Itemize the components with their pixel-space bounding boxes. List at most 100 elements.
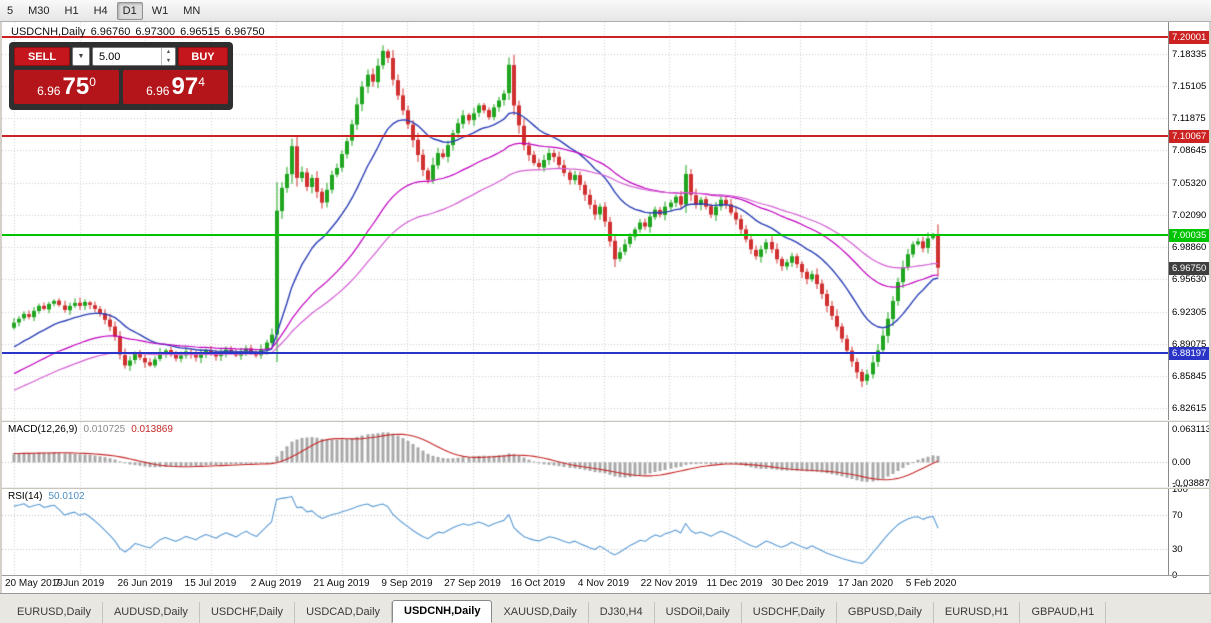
date-label: 11 Dec 2019 [706, 578, 763, 589]
volume-step-down-icon[interactable]: ▼ [165, 57, 172, 64]
one-click-trade-widget: SELL ▼ 5.00 ▲ ▼ BUY 6.96 75 0 [9, 42, 233, 110]
price-axis-label: 7.15105 [1172, 80, 1207, 92]
price-tag-7-10067: 7.10067 [1169, 129, 1209, 143]
tab-usdcad-daily-3[interactable]: USDCAD,Daily [295, 602, 393, 623]
ohlc-header: USDCNH,Daily 6.96760 6.97300 6.96515 6.96750 [11, 26, 270, 38]
rsi-axis-label: 70 [1172, 509, 1183, 521]
timeframe-button-5[interactable]: 5 [7, 4, 14, 17]
tab-usdcnh-daily-4[interactable]: USDCNH,Daily [392, 600, 493, 623]
macd-indicator-canvas[interactable] [2, 422, 1168, 487]
volume-dropdown[interactable]: ▼ [72, 47, 90, 66]
date-label: 7 Jun 2019 [54, 578, 105, 589]
price-axis-label: 6.89075 [1172, 338, 1207, 350]
sell-price-display: 6.96 75 0 [14, 70, 119, 104]
timeframe-button-h1[interactable]: H1 [64, 4, 79, 17]
horizontal-line-7-20001[interactable] [2, 35, 1168, 38]
date-label: 17 Jan 2020 [837, 578, 894, 589]
timeframe-button-h4[interactable]: H4 [93, 4, 108, 17]
price-axis-label: 7.11875 [1172, 112, 1206, 124]
tab-dj30-h4-6[interactable]: DJ30,H4 [589, 602, 655, 623]
chart-tabs-bar: EURUSD,Daily AUDUSD,Daily USDCHF,Daily USDC… [0, 593, 1211, 623]
chevron-down-icon: ▼ [77, 53, 85, 60]
symbol-label: USDCNH,Daily [11, 26, 86, 38]
price-axis-label: 6.85845 [1172, 370, 1207, 382]
date-label: 27 Sep 2019 [444, 578, 501, 589]
price-axis-label: 6.95630 [1172, 273, 1207, 285]
price-axis-label: 7.05320 [1172, 177, 1207, 189]
price-axis-column [1168, 22, 1209, 593]
date-label: 5 Feb 2020 [905, 578, 957, 589]
date-label: 2 Aug 2019 [250, 578, 302, 589]
panel-splitter[interactable] [2, 487, 1209, 489]
horizontal-line-7-10067[interactable] [2, 134, 1168, 137]
tab-usdchf-daily-2[interactable]: USDCHF,Daily [200, 602, 296, 623]
date-label: 21 Aug 2019 [313, 578, 370, 589]
buy-price-display: 6.96 97 4 [123, 70, 228, 104]
date-label: 4 Nov 2019 [577, 578, 630, 589]
date-label: 22 Nov 2019 [640, 578, 698, 589]
rsi-axis-label: 30 [1172, 544, 1183, 556]
sell-price-pips: 75 [62, 73, 90, 100]
horizontal-line-7-00035[interactable] [2, 234, 1168, 237]
macd-main-value: 0.010725 [83, 424, 126, 435]
current-price-tag: 6.96750 [1169, 261, 1209, 275]
rsi-indicator-canvas[interactable] [2, 489, 1168, 575]
price-tag-6-88197: 6.88197 [1169, 346, 1209, 360]
volume-input[interactable]: 5.00 ▲ ▼ [92, 47, 176, 66]
macd-axis-label: -0.038872 [1172, 477, 1209, 489]
sell-price-frac: 0 [89, 75, 96, 89]
date-axis-separator [2, 575, 1209, 576]
volume-step-up-icon[interactable]: ▲ [165, 49, 172, 56]
rsi-label: RSI(14) 50.0102 [8, 491, 85, 502]
panel-splitter[interactable] [2, 420, 1209, 422]
price-axis-label: 7.02090 [1172, 209, 1207, 221]
macd-axis-label: 0.063113 [1172, 424, 1209, 436]
timeframe-button-d1[interactable]: D1 [116, 1, 143, 20]
chart-window: USDCNH,Daily 6.96760 6.97300 6.96515 6.96750… [2, 22, 1209, 593]
price-axis-label: 6.92305 [1172, 306, 1207, 318]
price-axis-label: 7.08645 [1172, 144, 1207, 156]
timeframe-toolbar: 5 M30 H1 H4 D1 W1 MN [0, 0, 1211, 22]
buy-price-frac: 4 [198, 75, 205, 89]
open-value: 6.96760 [90, 26, 131, 38]
date-label: 20 May 2019 [5, 578, 63, 589]
rsi-value: 50.0102 [48, 491, 85, 502]
date-label: 16 Oct 2019 [510, 578, 566, 589]
macd-signal-value: 0.013869 [131, 424, 173, 435]
tab-usdoil-daily-7[interactable]: USDOil,Daily [655, 602, 742, 623]
price-tag-7-00035: 7.00035 [1169, 229, 1209, 243]
buy-button[interactable]: BUY [178, 47, 228, 66]
timeframe-button-w1[interactable]: W1 [151, 4, 169, 17]
low-value: 6.96515 [180, 26, 220, 38]
high-value: 6.97300 [135, 26, 176, 38]
timeframe-button-m30[interactable]: M30 [28, 4, 50, 17]
tab-eurusd-h1-10[interactable]: EURUSD,H1 [934, 602, 1021, 623]
tab-usdchf-daily-8[interactable]: USDCHF,Daily [742, 602, 837, 623]
price-axis-label: 6.98860 [1172, 241, 1207, 253]
rsi-title: RSI(14) [8, 491, 43, 502]
price-axis-label: 7.18335 [1172, 48, 1207, 60]
date-label: 9 Sep 2019 [381, 578, 433, 589]
buy-price-base: 6.96 [146, 84, 170, 98]
macd-label: MACD(12,26,9) 0.010725 0.013869 [8, 424, 173, 435]
date-label: 30 Dec 2019 [771, 578, 829, 589]
sell-button[interactable]: SELL [14, 47, 70, 66]
tab-xauusd-daily-5[interactable]: XAUUSD,Daily [492, 602, 589, 623]
buy-price-pips: 97 [171, 73, 199, 100]
macd-title: MACD(12,26,9) [8, 424, 78, 435]
price-axis-label: 6.82615 [1172, 402, 1207, 414]
date-label: 26 Jun 2019 [117, 578, 173, 589]
price-tag-7-20001: 7.20001 [1169, 30, 1209, 44]
timeframe-button-mn[interactable]: MN [183, 4, 201, 17]
horizontal-line-6-88197[interactable] [2, 351, 1168, 354]
close-value: 6.96750 [224, 26, 265, 38]
date-label: 15 Jul 2019 [184, 578, 237, 589]
tab-audusd-daily-1[interactable]: AUDUSD,Daily [103, 602, 200, 623]
sell-price-base: 6.96 [37, 84, 61, 98]
tab-eurusd-daily-0[interactable]: EURUSD,Daily [6, 602, 103, 623]
volume-value: 5.00 [99, 50, 121, 63]
date-axis [2, 576, 1209, 593]
tab-gbpusd-daily-9[interactable]: GBPUSD,Daily [837, 602, 934, 623]
tab-gbpaud-h1-11[interactable]: GBPAUD,H1 [1020, 602, 1107, 623]
